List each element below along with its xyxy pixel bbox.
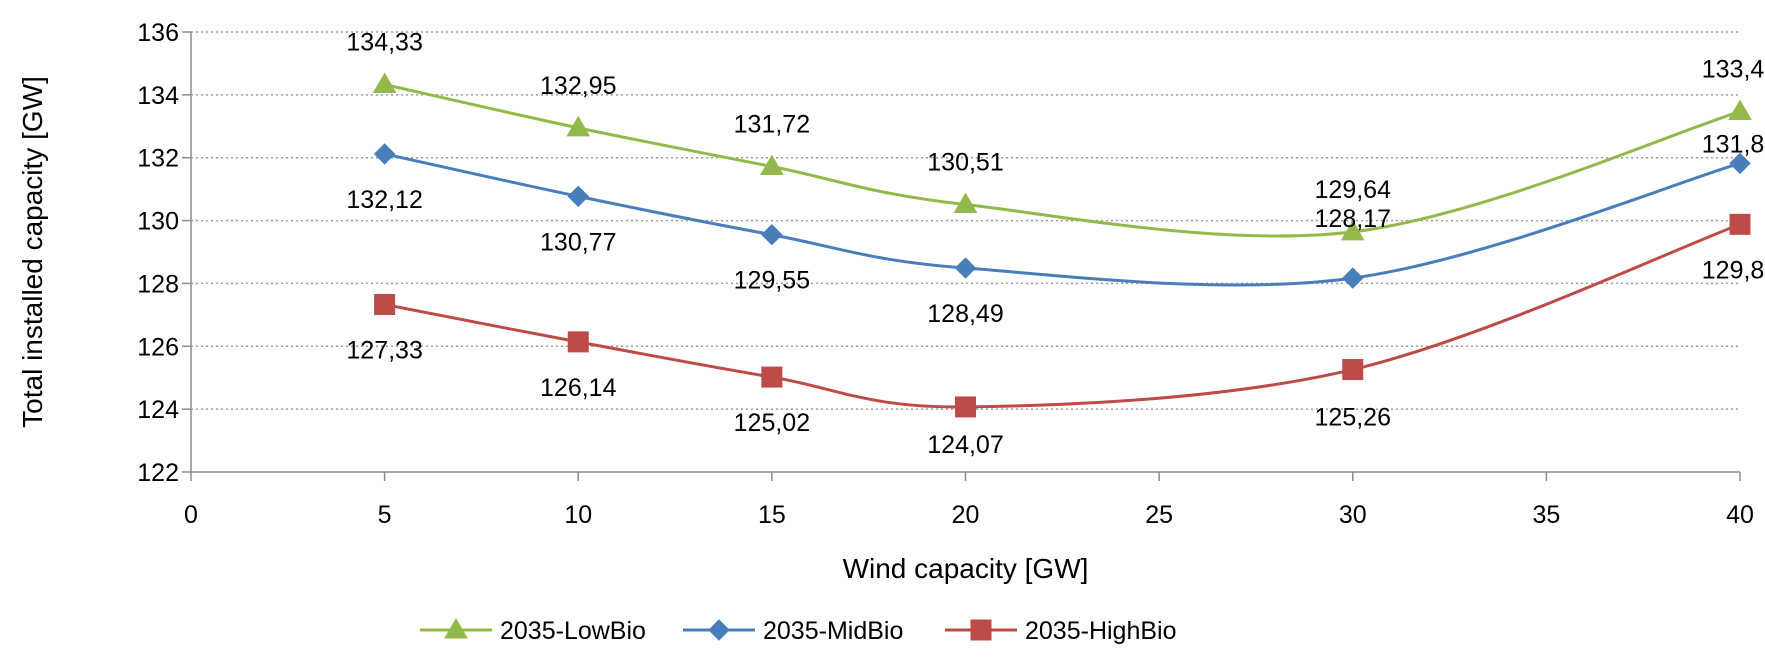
data-point bbox=[1342, 359, 1364, 381]
series-layer bbox=[372, 72, 1752, 418]
data-label: 130,51 bbox=[927, 149, 1003, 177]
data-point bbox=[953, 192, 978, 214]
data-label: 134,33 bbox=[346, 28, 422, 56]
legend-label: 2035-LowBio bbox=[500, 617, 646, 645]
data-point bbox=[566, 115, 591, 137]
legend-item: 2035-LowBio bbox=[420, 617, 646, 645]
y-tick-label: 136 bbox=[137, 19, 179, 47]
data-label: 127,33 bbox=[346, 336, 422, 364]
series-line-2035-MidBio bbox=[384, 152, 1741, 287]
x-tick-label: 15 bbox=[758, 501, 786, 529]
data-point bbox=[1729, 152, 1751, 175]
data-label: 126,14 bbox=[540, 374, 617, 402]
axes: 122 124 126 128 130 132 134 136 0 5 10 15 20 25 30 35 40 bbox=[137, 19, 1754, 529]
data-point bbox=[373, 143, 396, 165]
x-tick-label: 40 bbox=[1726, 501, 1754, 529]
legend-label: 2035-HighBio bbox=[1025, 617, 1177, 645]
data-point bbox=[1729, 213, 1751, 235]
data-label: 131,72 bbox=[734, 111, 810, 139]
x-tick-label: 30 bbox=[1339, 501, 1367, 529]
x-tick-label: 10 bbox=[564, 501, 592, 529]
data-point bbox=[761, 224, 783, 246]
data-label: 132,95 bbox=[540, 72, 616, 100]
y-tick-label: 124 bbox=[137, 396, 179, 424]
data-label: 131,82 bbox=[1702, 130, 1765, 158]
data-point bbox=[955, 396, 976, 418]
data-point bbox=[567, 331, 589, 353]
legend-item: 2035-HighBio bbox=[945, 617, 1177, 645]
y-tick-label: 126 bbox=[137, 333, 179, 361]
x-axis-title: Wind capacity [GW] bbox=[843, 553, 1089, 584]
y-tick-label: 122 bbox=[137, 459, 179, 487]
data-point bbox=[1728, 99, 1752, 121]
data-point bbox=[374, 293, 396, 315]
data-point bbox=[760, 154, 784, 176]
gridlines bbox=[191, 31, 1740, 410]
data-label: 130,77 bbox=[540, 228, 616, 256]
x-tick-label: 25 bbox=[1145, 501, 1173, 529]
data-point bbox=[1342, 267, 1364, 289]
data-label: 128,49 bbox=[927, 300, 1003, 328]
y-tick-label: 132 bbox=[137, 145, 179, 173]
legend-label: 2035-MidBio bbox=[763, 617, 903, 645]
legend-marker bbox=[708, 619, 730, 641]
data-label: 129,64 bbox=[1315, 176, 1392, 204]
legend: 2035-LowBio 2035-MidBio 2035-HighBio bbox=[420, 617, 1177, 645]
data-label: 125,26 bbox=[1315, 404, 1391, 432]
data-labels: 134,33 132,95 131,72 130,51 129,64 133,47 132,… bbox=[346, 28, 1765, 458]
data-point bbox=[372, 72, 397, 93]
data-point bbox=[954, 257, 977, 279]
x-tick-label: 35 bbox=[1532, 501, 1560, 529]
y-tick-label: 134 bbox=[137, 82, 179, 110]
data-label: 129,55 bbox=[734, 267, 810, 295]
data-point bbox=[567, 185, 589, 208]
legend-marker bbox=[444, 618, 468, 639]
data-label: 129,88 bbox=[1702, 256, 1765, 284]
legend-item: 2035-MidBio bbox=[683, 617, 903, 645]
x-tick-label: 20 bbox=[952, 501, 980, 529]
x-tick-label: 0 bbox=[184, 501, 198, 529]
data-label: 124,07 bbox=[927, 431, 1003, 459]
data-label: 128,17 bbox=[1315, 205, 1391, 233]
x-tick-label: 5 bbox=[378, 501, 392, 529]
data-point bbox=[1340, 219, 1365, 241]
data-label: 125,02 bbox=[734, 409, 810, 437]
legend-marker bbox=[970, 619, 992, 641]
y-tick-label: 128 bbox=[137, 270, 179, 298]
y-tick-label: 130 bbox=[137, 208, 179, 236]
data-label: 132,12 bbox=[346, 186, 422, 214]
y-axis-title: Total installed capacity [GW] bbox=[17, 76, 48, 428]
data-point bbox=[761, 366, 783, 388]
series-line-2035-LowBio bbox=[384, 83, 1741, 238]
data-label: 133,47 bbox=[1702, 56, 1765, 84]
